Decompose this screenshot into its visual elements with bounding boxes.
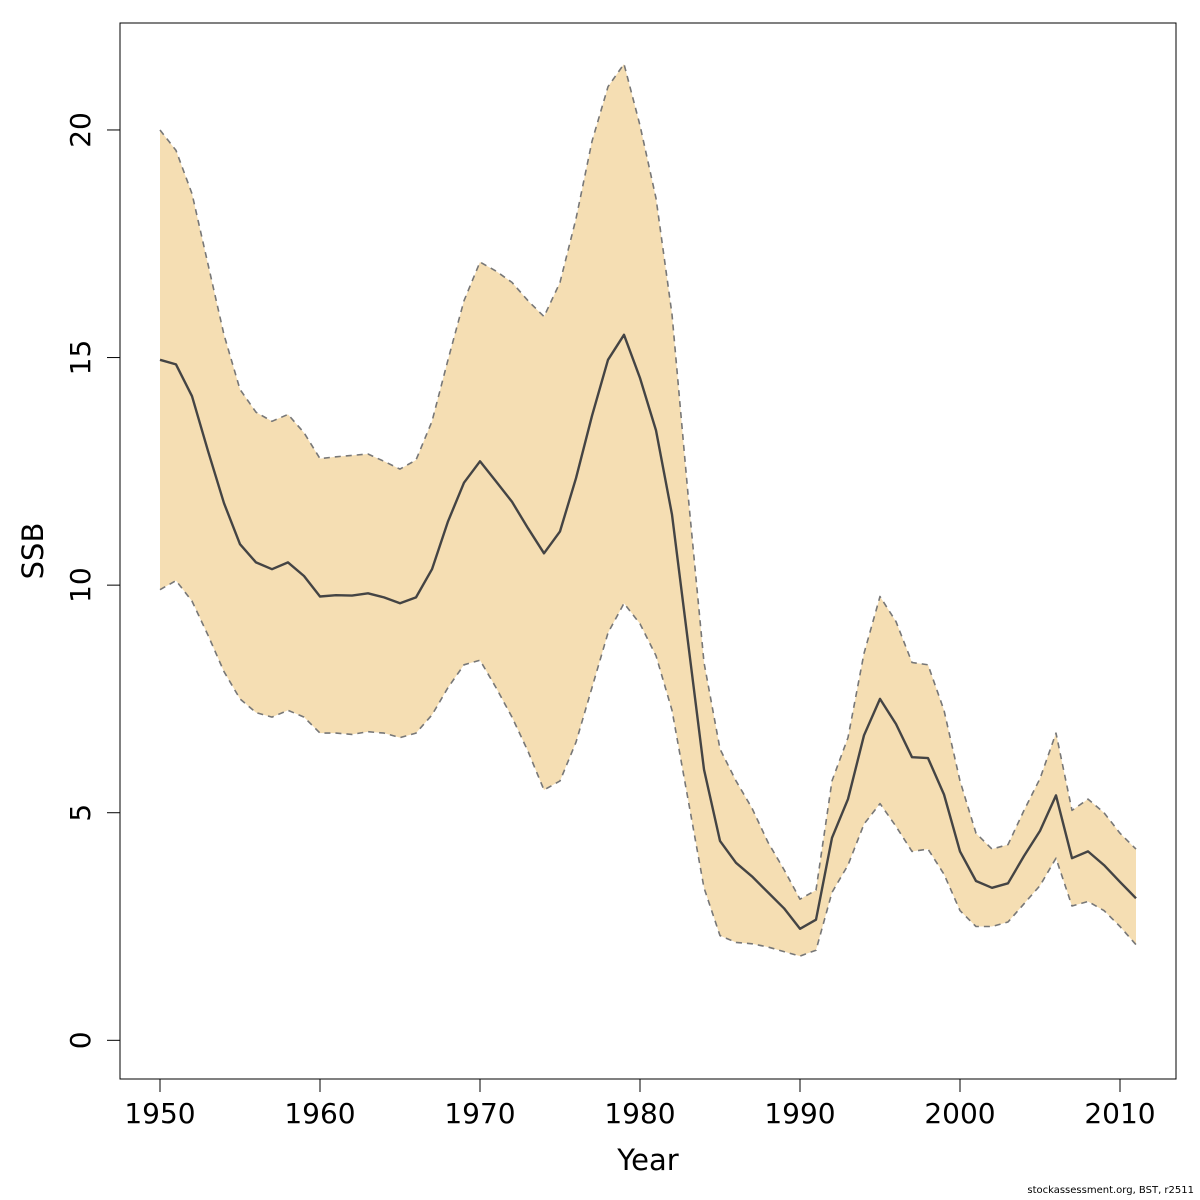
confidence-band bbox=[160, 64, 1136, 957]
x-axis: 1950 1960 1970 1980 1990 2000 2010 bbox=[124, 1078, 1156, 1130]
x-axis-title: Year bbox=[616, 1143, 678, 1177]
confidence-band-layer bbox=[160, 64, 1136, 957]
x-tick-label: 2010 bbox=[1084, 1097, 1155, 1130]
estimate-line-layer bbox=[159, 63, 1137, 957]
y-tick-label: 20 bbox=[64, 112, 97, 148]
y-axis: 0 5 10 15 20 bbox=[64, 112, 121, 1049]
y-tick-label: 5 bbox=[64, 804, 97, 822]
x-tick-label: 1960 bbox=[284, 1097, 355, 1130]
x-tick-label: 1950 bbox=[124, 1097, 195, 1130]
x-tick-label: 1980 bbox=[604, 1097, 675, 1130]
x-tick-label: 2000 bbox=[924, 1097, 995, 1130]
x-tick-label: 1970 bbox=[444, 1097, 515, 1130]
x-tick-label: 1990 bbox=[764, 1097, 835, 1130]
y-tick-label: 0 bbox=[64, 1031, 97, 1049]
y-tick-label: 15 bbox=[64, 340, 97, 376]
upper-bound-line bbox=[159, 63, 1137, 901]
y-axis-title: SSB bbox=[16, 523, 50, 580]
ssb-estimate-line bbox=[159, 333, 1137, 930]
footnote: stockassessment.org, BST, r2511 bbox=[1027, 1185, 1194, 1196]
y-tick-label: 10 bbox=[64, 567, 97, 603]
